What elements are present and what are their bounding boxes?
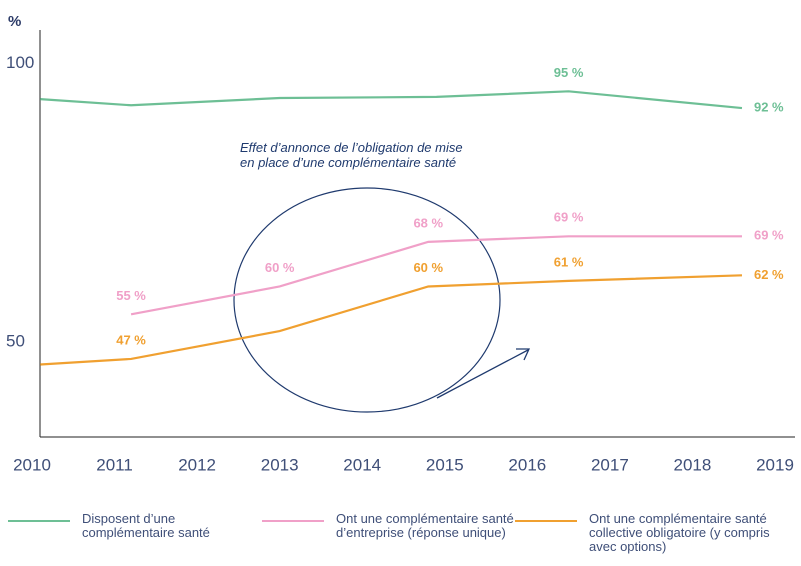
legend-swatch xyxy=(8,520,70,522)
trend-arrow-head xyxy=(516,348,531,361)
x-tick-label: 2017 xyxy=(591,455,629,474)
x-tick-label: 2014 xyxy=(343,455,381,474)
legend: Disposent d’une complémentaire santé Ont … xyxy=(0,512,801,566)
legend-label: Ont une complémentaire santé d’entrepris… xyxy=(336,511,514,540)
data-label: 60 % xyxy=(413,260,443,275)
legend-swatch xyxy=(515,520,577,522)
y-tick-label: 100 xyxy=(6,53,34,72)
legend-label: Ont une complémentaire santé collective … xyxy=(589,511,770,554)
data-label: 69 % xyxy=(754,228,784,243)
data-label: 95 % xyxy=(554,65,584,80)
data-label: 92 % xyxy=(754,99,784,114)
data-label: 61 % xyxy=(554,254,584,269)
x-tick-label: 2012 xyxy=(178,455,216,474)
legend-label: Disposent d’une complémentaire santé xyxy=(82,511,210,540)
x-tick-label: 2011 xyxy=(96,455,133,474)
x-tick-label: 2016 xyxy=(508,455,546,474)
legend-item: Ont une complémentaire santé d’entrepris… xyxy=(262,512,526,540)
x-tick-label: 2015 xyxy=(426,455,464,474)
data-label: 47 % xyxy=(116,332,146,347)
legend-item: Ont une complémentaire santé collective … xyxy=(515,512,779,554)
x-tick-label: 2019 xyxy=(756,455,794,474)
data-label: 60 % xyxy=(265,260,295,275)
x-tick-label: 2013 xyxy=(261,455,299,474)
data-label: 62 % xyxy=(754,267,784,282)
y-axis-label: % xyxy=(8,13,21,30)
series-line xyxy=(130,235,742,316)
chart: % Effet d’annonce de l’obligation de mis… xyxy=(6,13,795,474)
annotation-circle xyxy=(233,187,501,413)
trend-arrow xyxy=(436,349,529,399)
annotation-box: Effet d’annonce de l’obligation de mise … xyxy=(240,140,463,170)
series-line xyxy=(40,274,743,366)
data-label: 69 % xyxy=(554,210,584,225)
legend-swatch xyxy=(262,520,324,522)
legend-item: Disposent d’une complémentaire santé xyxy=(8,512,232,540)
y-tick-label: 50 xyxy=(6,332,25,351)
x-tick-label: 2010 xyxy=(13,455,51,474)
annotation: Effet d’annonce de l’obligation de mise … xyxy=(240,140,463,170)
data-label: 68 % xyxy=(413,215,443,230)
x-tick-label: 2018 xyxy=(674,455,712,474)
data-label: 55 % xyxy=(116,288,146,303)
series-line xyxy=(40,90,743,110)
